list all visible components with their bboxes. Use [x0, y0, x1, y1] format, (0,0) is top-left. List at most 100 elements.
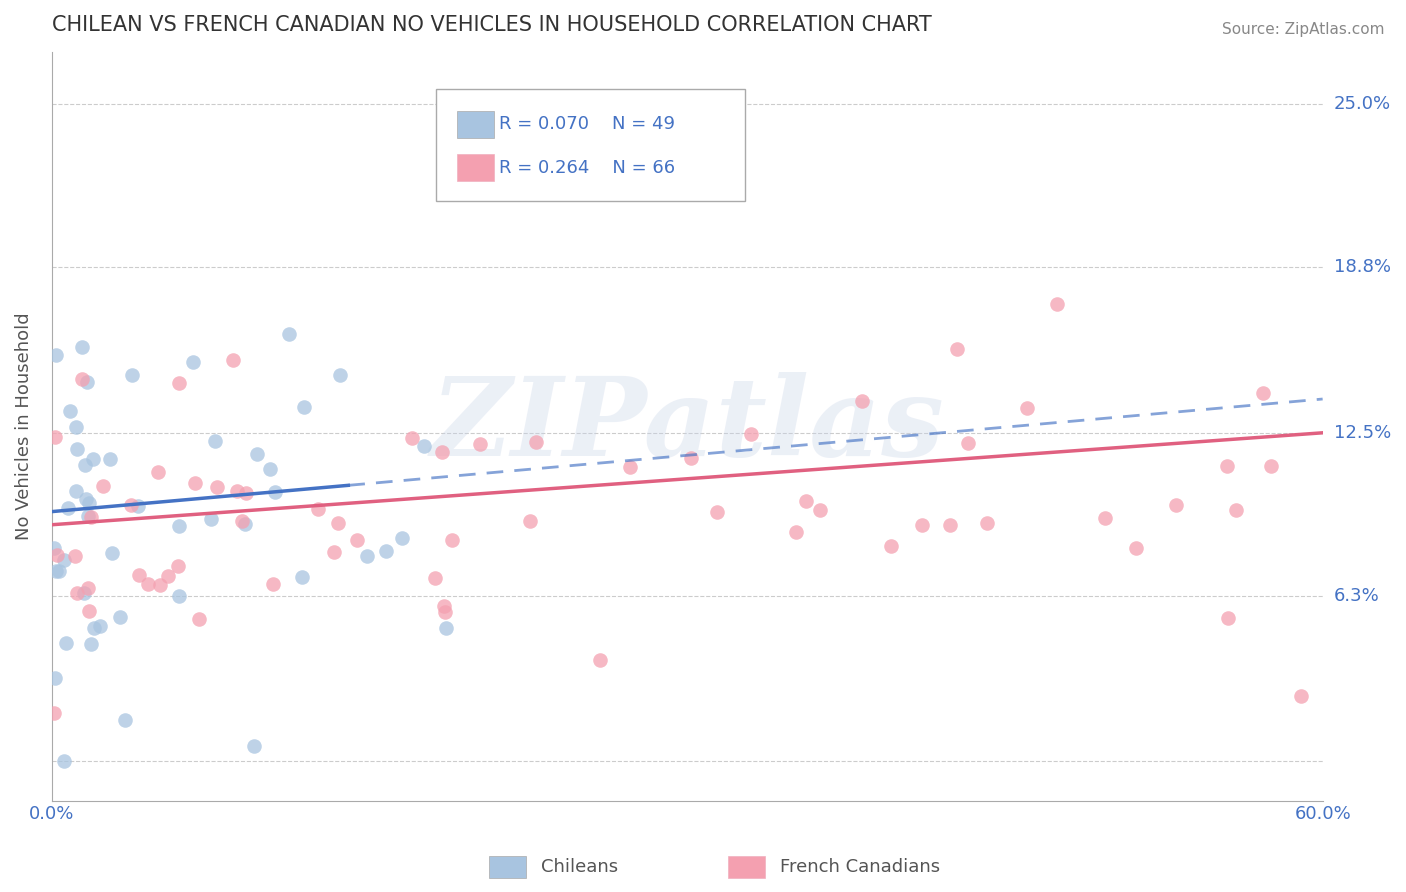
- Point: [1164, 498, 1187, 512]
- Point: [65, 420, 87, 434]
- Point: [55, 636, 77, 650]
- Point: [588, 653, 610, 667]
- Point: [307, 502, 329, 516]
- Point: [591, 176, 613, 190]
- Text: Chileans: Chileans: [541, 858, 619, 876]
- Point: [292, 400, 315, 414]
- Point: [114, 713, 136, 727]
- Point: [434, 621, 457, 635]
- Point: [204, 434, 226, 449]
- Point: [200, 512, 222, 526]
- Point: [128, 567, 150, 582]
- Point: [412, 439, 434, 453]
- Point: [101, 546, 124, 560]
- Point: [53, 553, 76, 567]
- Point: [108, 609, 131, 624]
- Point: [1291, 689, 1313, 703]
- Point: [911, 518, 934, 533]
- Point: [794, 493, 817, 508]
- Point: [243, 739, 266, 754]
- Point: [52, 754, 75, 768]
- Point: [120, 498, 142, 512]
- Point: [80, 637, 103, 651]
- Text: French Canadians: French Canadians: [780, 858, 941, 876]
- Point: [375, 543, 398, 558]
- Text: R = 0.264    N = 66: R = 0.264 N = 66: [499, 159, 675, 177]
- Text: ZIPatlas: ZIPatlas: [430, 373, 945, 480]
- Point: [167, 519, 190, 533]
- Y-axis label: No Vehicles in Household: No Vehicles in Household: [15, 312, 32, 540]
- Point: [262, 577, 284, 591]
- Point: [72, 340, 94, 354]
- Point: [434, 605, 457, 619]
- Point: [183, 355, 205, 369]
- Point: [356, 549, 378, 563]
- Point: [277, 326, 299, 341]
- Point: [323, 545, 346, 559]
- Point: [346, 533, 368, 548]
- Text: Source: ZipAtlas.com: Source: ZipAtlas.com: [1222, 22, 1385, 37]
- Point: [44, 671, 66, 685]
- Point: [619, 460, 641, 475]
- Point: [246, 447, 269, 461]
- Point: [65, 483, 87, 498]
- Point: [45, 348, 67, 362]
- Point: [432, 444, 454, 458]
- Point: [83, 621, 105, 635]
- Point: [740, 427, 762, 442]
- Text: R = 0.070    N = 49: R = 0.070 N = 49: [499, 115, 675, 134]
- Point: [524, 434, 547, 449]
- Point: [77, 508, 100, 523]
- Point: [1216, 458, 1239, 473]
- Point: [329, 368, 352, 382]
- Point: [63, 549, 86, 563]
- Point: [225, 483, 247, 498]
- Point: [75, 492, 97, 507]
- Point: [880, 539, 903, 553]
- Point: [42, 541, 65, 556]
- Point: [72, 586, 94, 600]
- Point: [441, 533, 464, 547]
- Point: [1094, 511, 1116, 525]
- Point: [423, 571, 446, 585]
- Point: [851, 393, 873, 408]
- Point: [98, 452, 121, 467]
- Point: [167, 559, 190, 574]
- Point: [235, 485, 257, 500]
- Point: [127, 500, 149, 514]
- Point: [66, 585, 89, 599]
- Point: [146, 465, 169, 479]
- Text: 6.3%: 6.3%: [1334, 587, 1379, 605]
- Point: [167, 589, 190, 603]
- Point: [808, 502, 831, 516]
- Point: [976, 516, 998, 530]
- Point: [70, 371, 93, 385]
- Point: [188, 612, 211, 626]
- Point: [391, 531, 413, 545]
- Point: [259, 462, 281, 476]
- Point: [48, 565, 70, 579]
- Point: [939, 517, 962, 532]
- Point: [1046, 297, 1069, 311]
- Point: [136, 577, 159, 591]
- Point: [1225, 503, 1247, 517]
- Point: [156, 569, 179, 583]
- Point: [66, 442, 89, 456]
- Point: [77, 496, 100, 510]
- Point: [1017, 401, 1039, 416]
- Point: [785, 525, 807, 540]
- Point: [519, 514, 541, 528]
- Point: [401, 431, 423, 445]
- Text: 25.0%: 25.0%: [1334, 95, 1391, 113]
- Point: [205, 480, 228, 494]
- Point: [433, 599, 456, 614]
- Point: [1125, 541, 1147, 556]
- Point: [45, 564, 67, 578]
- Point: [470, 437, 492, 451]
- Point: [1253, 385, 1275, 400]
- Point: [91, 479, 114, 493]
- Text: 18.8%: 18.8%: [1334, 259, 1391, 277]
- Point: [1216, 611, 1239, 625]
- Text: CHILEAN VS FRENCH CANADIAN NO VEHICLES IN HOUSEHOLD CORRELATION CHART: CHILEAN VS FRENCH CANADIAN NO VEHICLES I…: [52, 15, 932, 35]
- Point: [82, 452, 104, 467]
